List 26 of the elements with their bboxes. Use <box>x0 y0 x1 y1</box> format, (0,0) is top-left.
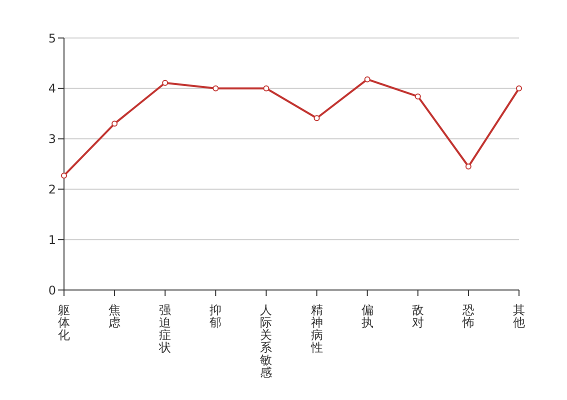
point <box>516 85 522 92</box>
x-tick-label: 抑郁 <box>210 303 222 330</box>
y-tick-label: 5 <box>48 31 56 46</box>
x-tick-label: 恐怖 <box>461 303 474 330</box>
x-tick-label: 人际关系敏感 <box>260 303 272 380</box>
point <box>465 164 472 170</box>
y-tick-label: 3 <box>48 132 56 146</box>
x-tick-label: 强迫症状 <box>158 303 172 354</box>
point <box>263 85 270 92</box>
y-tick-label: 0 <box>48 283 56 298</box>
y-tick-label: 1 <box>48 232 56 247</box>
x-tick-label: 焦虑 <box>108 303 121 330</box>
x-tick-label: 敌对 <box>412 303 424 330</box>
point <box>112 120 118 127</box>
point <box>162 80 168 86</box>
point <box>414 93 421 100</box>
x-tick-label: 偏执 <box>361 303 374 330</box>
x-tick-label: 精神病性 <box>310 303 323 354</box>
point <box>364 76 370 82</box>
x-tick-label: 其他 <box>513 303 525 330</box>
y-tick-label: 2 <box>48 182 56 196</box>
y-tick-label: 4 <box>48 82 56 96</box>
point <box>212 85 219 92</box>
x-tick-label: 躯体化 <box>58 303 70 342</box>
point <box>61 172 67 179</box>
point <box>314 115 320 122</box>
